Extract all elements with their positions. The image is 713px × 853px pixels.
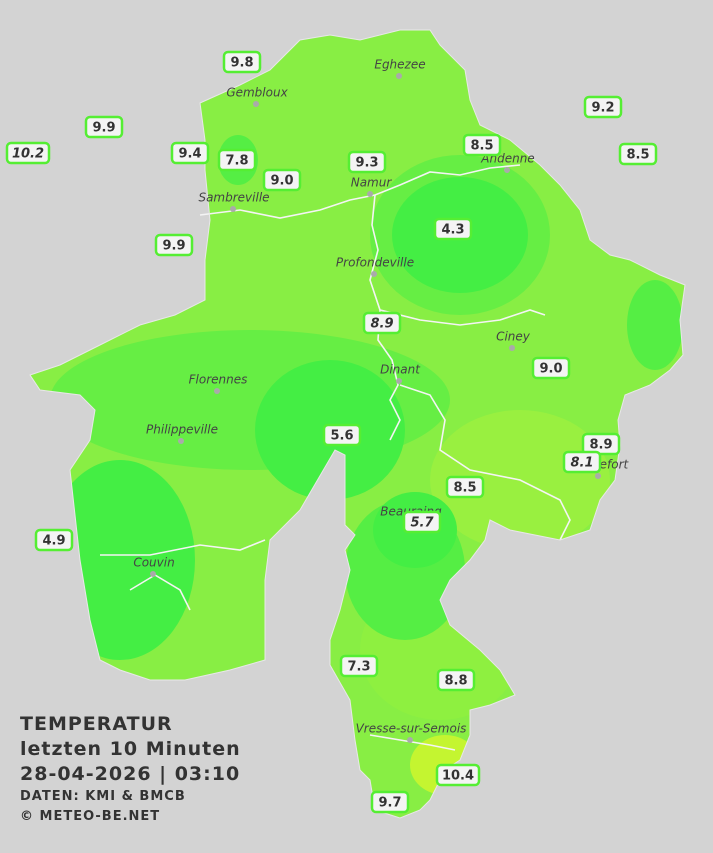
station-box: [217, 148, 257, 172]
station-box: [84, 115, 124, 139]
station-value: 9.2: [591, 101, 614, 116]
station-box: [562, 450, 602, 474]
city-label: Ciney: [496, 330, 531, 344]
station-value: 8.1: [570, 456, 593, 471]
station-box: [339, 654, 379, 678]
station-box: [581, 432, 621, 456]
city-label: Florennes: [189, 373, 248, 387]
station-value: 4.3: [441, 223, 464, 238]
city-label: Profondeville: [336, 256, 414, 270]
station-value: 9.4: [178, 147, 201, 162]
station-value: 5.7: [410, 516, 434, 531]
station-value: 9.8: [230, 56, 253, 71]
station-box: [170, 141, 210, 165]
station-value: 9.0: [270, 174, 293, 189]
city-dot: [509, 345, 515, 351]
station-value: 5.6: [330, 429, 353, 444]
city-dot: [214, 388, 220, 394]
station-box: [370, 790, 410, 814]
city-dot: [407, 737, 413, 743]
city-label: Vresse-sur-Semois: [356, 722, 467, 736]
map-subtitle: letzten 10 Minuten: [20, 738, 241, 760]
data-source: DATEN: KMI & BMCB: [20, 789, 186, 804]
city-dot: [367, 191, 373, 197]
map-title: TEMPERATUR: [20, 713, 173, 735]
station-value: 9.9: [162, 239, 185, 254]
station-value: 8.5: [470, 139, 493, 154]
station-value: 7.3: [347, 660, 370, 675]
station-box: [5, 141, 51, 165]
city-dot: [178, 438, 184, 444]
station-value: 9.3: [355, 156, 378, 171]
station-value: 7.8: [225, 154, 248, 169]
station-box: [436, 668, 476, 692]
station-box: [445, 475, 485, 499]
station-value: 9.7: [378, 796, 401, 811]
station-box: [34, 528, 74, 552]
stations: 9.8 9.9 10.2 9.4 7.8 9.0 9.3 8.5 9.2 8.5 9.9 4.3 8.9…: [5, 50, 658, 814]
station-value: 10.4: [442, 769, 474, 784]
station-value: 10.2: [12, 147, 44, 162]
city-dot: [230, 206, 236, 212]
city-label: Namur: [351, 176, 393, 190]
station-box: [322, 423, 362, 447]
station-box: [462, 133, 502, 157]
station-value: 8.9: [370, 317, 393, 332]
city-label: Philippeville: [146, 423, 218, 437]
city-label: Gembloux: [226, 86, 288, 100]
station-box: [262, 168, 302, 192]
station-value: 8.8: [444, 674, 467, 689]
station-box: [583, 95, 623, 119]
legend-block: TEMPERATUR letzten 10 Minuten 28-04-2026…: [20, 712, 241, 827]
station-box: [433, 217, 473, 241]
station-box: [435, 763, 481, 787]
station-box: [618, 142, 658, 166]
station-box: [222, 50, 262, 74]
station-value: 8.5: [626, 148, 649, 163]
rivers: [100, 164, 571, 751]
map-timestamp: 28-04-2026 | 03:10: [20, 763, 241, 785]
station-box: [362, 311, 402, 335]
station-value: 8.9: [589, 438, 612, 453]
city-label: Eghezee: [374, 58, 425, 72]
city-label: Dinant: [380, 363, 421, 377]
station-box: [347, 150, 387, 174]
station-box: [154, 233, 194, 257]
city-dot: [371, 271, 377, 277]
city-dot: [253, 101, 259, 107]
city-dot: [504, 167, 510, 173]
city-label: Sambreville: [198, 191, 269, 205]
copyright: © METEO-BE.NET: [20, 809, 161, 824]
station-box: [531, 356, 571, 380]
city-dot: [396, 73, 402, 79]
station-value: 9.9: [92, 121, 115, 136]
station-value: 8.5: [453, 481, 476, 496]
city-dot: [150, 571, 156, 577]
station-value: 4.9: [42, 534, 65, 549]
city-dot: [396, 378, 402, 384]
station-box: [402, 510, 442, 534]
station-value: 9.0: [539, 362, 562, 377]
city-dot: [595, 473, 601, 479]
city-label: Couvin: [133, 556, 174, 570]
